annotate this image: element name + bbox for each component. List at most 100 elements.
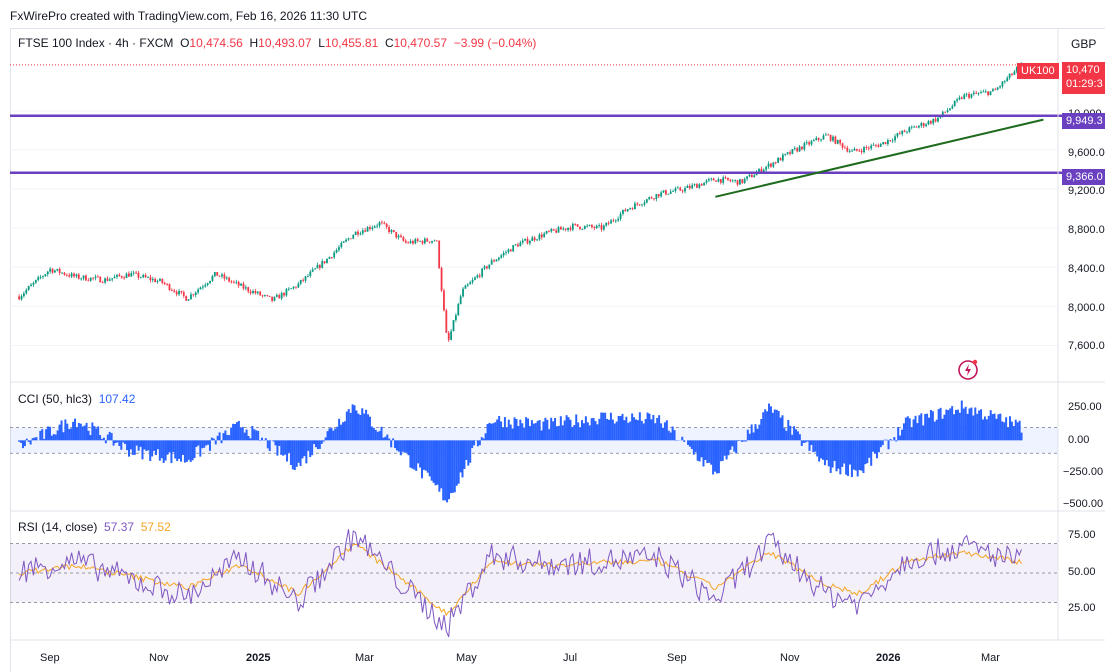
cci-bar <box>238 421 240 440</box>
currency-label[interactable]: GBP <box>1071 37 1096 51</box>
cci-bar <box>361 408 363 440</box>
cci-bar <box>868 440 870 458</box>
candle-body <box>200 288 202 290</box>
candle-body <box>620 214 622 219</box>
cci-bar <box>631 413 633 440</box>
candle-body <box>691 185 693 188</box>
candle-body <box>550 229 552 231</box>
candle-body <box>441 268 443 291</box>
cci-bar <box>716 440 718 473</box>
rsi-label[interactable]: RSI (14, close) <box>18 520 97 534</box>
candle-body <box>660 192 662 196</box>
cci-bar <box>918 415 920 440</box>
cci-bar <box>82 426 84 440</box>
candle-body <box>959 97 961 99</box>
candle-body <box>371 228 373 229</box>
candle-body <box>849 151 851 152</box>
candle-body <box>672 191 674 192</box>
cci-bar <box>303 440 305 456</box>
cci-bar <box>656 418 658 440</box>
cci-bar <box>635 419 637 440</box>
cci-bar <box>155 440 157 455</box>
cci-bar <box>163 440 165 463</box>
close-label: C <box>385 36 394 50</box>
cci-bar <box>832 440 834 467</box>
cci-bar <box>240 428 242 441</box>
candle-body <box>235 282 237 283</box>
symbol-label[interactable]: FTSE 100 Index · 4h · FXCM <box>18 36 173 50</box>
cci-bar <box>587 422 589 440</box>
cci-bar <box>498 416 500 440</box>
cci-bar <box>808 440 810 451</box>
candle-body <box>450 331 452 340</box>
candle-body <box>381 222 383 223</box>
cci-bar <box>920 413 922 440</box>
candle-body <box>887 140 889 144</box>
candle-body <box>696 184 698 188</box>
cci-bar <box>444 440 446 500</box>
cci-bar <box>670 433 672 441</box>
candle-body <box>992 89 994 91</box>
cci-bar <box>195 440 197 447</box>
candle-body <box>586 226 588 227</box>
cci-bar <box>278 440 280 446</box>
cci-bar <box>816 440 818 456</box>
candle-body <box>844 148 846 149</box>
candle-body <box>85 276 87 281</box>
cci-bar <box>211 438 213 441</box>
cci-bar <box>458 440 460 483</box>
candle-body <box>157 281 159 282</box>
close-value: 10,470.57 <box>394 36 447 50</box>
candle-body <box>142 275 144 277</box>
cci-bar <box>789 426 791 441</box>
cci-bar <box>199 440 201 456</box>
cci-bar <box>668 431 670 441</box>
candle-body <box>935 119 937 122</box>
cci-bar <box>845 440 847 474</box>
cci-bar <box>753 432 755 440</box>
cci-bar <box>708 440 710 462</box>
cci-bar <box>512 429 514 441</box>
cci-bar <box>888 440 890 449</box>
candle-body <box>44 274 46 276</box>
lightning-icon[interactable] <box>957 358 981 382</box>
cci-bar <box>861 440 863 470</box>
candle-body <box>899 133 901 134</box>
cci-bar <box>720 440 722 461</box>
cci-bar <box>999 414 1001 441</box>
candle-body <box>913 127 915 128</box>
candle-body <box>183 292 185 296</box>
cci-bar <box>841 440 843 467</box>
cci-label[interactable]: CCI (50, hlc3) <box>18 392 92 406</box>
candle-body <box>64 273 66 275</box>
candle-body <box>1006 78 1008 81</box>
cci-bar <box>477 440 479 446</box>
cci-bar <box>359 415 361 440</box>
cci-bar <box>523 428 525 441</box>
cci-bar <box>799 434 801 440</box>
candle-body <box>727 178 729 180</box>
cci-bar <box>379 431 381 440</box>
cci-bar <box>99 435 101 440</box>
candle-body <box>994 89 996 90</box>
cci-bar <box>22 440 24 448</box>
candle-body <box>92 278 94 279</box>
cci-bar <box>623 420 625 440</box>
cci-bar <box>64 419 66 440</box>
candle-body <box>687 186 689 188</box>
cci-bar <box>201 440 203 448</box>
time-tick: Jul <box>563 652 577 664</box>
cci-bar <box>743 440 745 441</box>
cci-bar <box>714 440 716 471</box>
cci-bar <box>741 440 743 442</box>
cci-bar <box>118 440 120 446</box>
cci-bar <box>159 440 161 460</box>
cci-bar <box>785 431 787 441</box>
cci-bar <box>546 420 548 440</box>
cci-bar <box>18 440 20 441</box>
cci-tick: −250.00 <box>1063 466 1103 478</box>
cci-bar <box>510 425 512 441</box>
candle-body <box>951 106 953 108</box>
candle-body <box>340 243 342 247</box>
